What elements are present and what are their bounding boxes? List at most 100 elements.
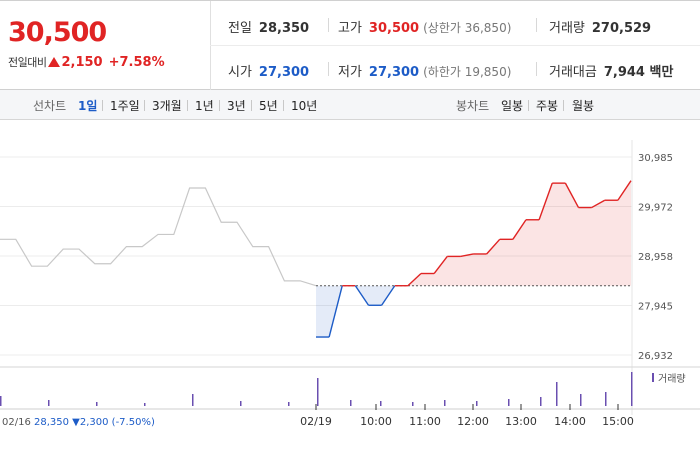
divider — [536, 62, 537, 76]
today-line-segment-up — [407, 273, 422, 287]
y-tick-label: 28,958 — [638, 252, 673, 263]
candle-chart-label: 봉차트 — [456, 99, 490, 113]
today-area-segment — [604, 200, 618, 286]
today-area-segment — [617, 180, 631, 286]
x-tick-label: 14:00 — [554, 415, 586, 428]
stat-label: 저가 — [338, 65, 362, 80]
today-line-segment-down — [328, 285, 343, 338]
stat-value: 30,500 — [368, 21, 420, 36]
x-tick-label: 02/19 — [300, 415, 332, 428]
tab-1-year[interactable]: 1년 — [195, 99, 214, 113]
y-tick-label: 27,945 — [638, 302, 673, 313]
volume-bar — [476, 401, 478, 406]
grid-lines — [0, 140, 700, 415]
tab-daily-candle[interactable]: 일봉 — [501, 99, 524, 113]
stat-open: 시가 27,300 — [228, 61, 309, 80]
volume-bar — [144, 403, 146, 406]
volume-bar — [96, 402, 98, 406]
tab-3-months[interactable]: 3개월 — [152, 99, 182, 113]
divider — [283, 100, 284, 111]
stat-label: 고가 — [338, 21, 362, 36]
today-area-segment — [421, 273, 435, 286]
today-line-segment-up — [433, 255, 448, 274]
change-amount: 2,150 — [61, 55, 103, 70]
volume-bar — [412, 402, 414, 406]
tab-1-day[interactable]: 1일 — [78, 99, 98, 113]
tab-10-years[interactable]: 10년 — [291, 99, 318, 113]
today-area-segment — [591, 200, 605, 286]
divider — [528, 100, 529, 111]
stat-value: 28,350 — [258, 21, 310, 36]
tab-3-years[interactable]: 3년 — [227, 99, 246, 113]
volume-bar — [540, 397, 542, 406]
today-area-segment — [434, 256, 448, 286]
current-price: 30,500 — [8, 17, 107, 48]
volume-bar — [605, 392, 607, 406]
volume-bar — [508, 399, 510, 406]
x-tick-label: 15:00 — [602, 415, 634, 428]
divider — [102, 100, 103, 111]
x-tick-label: 13:00 — [505, 415, 537, 428]
prev-day-change: 28,350 ▼2,300 (-7.50%) — [34, 417, 155, 428]
today-area-segment — [499, 239, 513, 286]
volume-bar — [556, 382, 558, 406]
change-rate: +7.58% — [108, 55, 165, 70]
prev-day-price-line — [0, 187, 317, 287]
stat-label: 거래대금 — [549, 65, 597, 80]
today-line-segment-up — [512, 219, 527, 240]
today-area-segment — [526, 219, 540, 286]
x-tick-label: 10:00 — [360, 415, 392, 428]
divider — [328, 18, 329, 32]
today-line-segment-up — [591, 199, 606, 209]
divider — [210, 45, 700, 46]
volume-legend-swatch — [652, 373, 654, 382]
y-axis: 30,985 29,972 28,958 27,945 26,932 — [638, 153, 673, 362]
stat-value: 27,300 — [368, 65, 420, 80]
tab-5-years[interactable]: 5년 — [259, 99, 278, 113]
volume-bars — [0, 372, 633, 406]
quote-header: 30,500 전일대비 2,150 +7.58% 전일 28,350 고가 30,500… — [0, 0, 700, 90]
volume-bar — [288, 402, 290, 406]
today-line-segment-down — [354, 285, 370, 306]
intraday-price-chart: 30,985 29,972 28,958 27,945 26,932 02/16 28,… — [0, 140, 700, 428]
stat-trade-value: 거래대금 7,944 백만 — [549, 61, 673, 80]
volume-bar — [580, 394, 582, 406]
time-axis: 02/16 28,350 ▼2,300 (-7.50%) 02/19 10:00 11… — [2, 404, 634, 428]
today-line-segment-up — [460, 253, 474, 258]
today-area-segment — [565, 183, 579, 286]
today-line-segment-up — [564, 182, 580, 208]
today-line-segment-down — [381, 285, 396, 306]
y-tick-label: 29,972 — [638, 203, 673, 214]
volume-bar — [48, 400, 50, 406]
today-area-segment — [578, 207, 592, 286]
line-chart-label: 선차트 — [33, 99, 67, 113]
up-triangle-icon — [48, 57, 61, 67]
lower-limit: (하한가 19,850) — [423, 65, 512, 79]
chart-period-bar: 선차트 1일 1주일 3개월 1년 3년 5년 10년 봉차트 일봉 주봉 월봉 — [0, 90, 700, 120]
price-block: 30,500 전일대비 2,150 +7.58% — [0, 1, 211, 90]
today-line-segment-up — [486, 238, 501, 255]
stat-high: 고가 30,500 (상한가 36,850) — [338, 17, 511, 36]
volume-bar — [240, 401, 242, 406]
today-area-segment — [473, 253, 487, 286]
volume-bar — [317, 378, 319, 406]
today-area-segment — [539, 183, 553, 286]
volume-bar — [631, 372, 633, 406]
stat-value: 270,529 — [591, 21, 652, 36]
x-tick-label: 12:00 — [457, 415, 489, 428]
volume-bar — [350, 400, 352, 406]
today-area-segment — [447, 256, 461, 286]
change-label: 전일대비 — [8, 56, 47, 69]
tab-monthly-candle[interactable]: 월봉 — [572, 99, 595, 113]
today-area-segment — [329, 285, 343, 338]
today-area-segment — [552, 183, 566, 286]
stat-label: 전일 — [228, 21, 252, 36]
today-area-segment — [368, 285, 382, 306]
today-area-segment — [512, 219, 526, 286]
volume-bar — [0, 396, 2, 406]
tab-1-week[interactable]: 1주일 — [110, 99, 140, 113]
today-line-segment-up — [538, 182, 553, 221]
tab-weekly-candle[interactable]: 주봉 — [536, 99, 559, 113]
volume-legend: 거래량 — [658, 373, 686, 385]
upper-limit: (상한가 36,850) — [423, 21, 512, 35]
